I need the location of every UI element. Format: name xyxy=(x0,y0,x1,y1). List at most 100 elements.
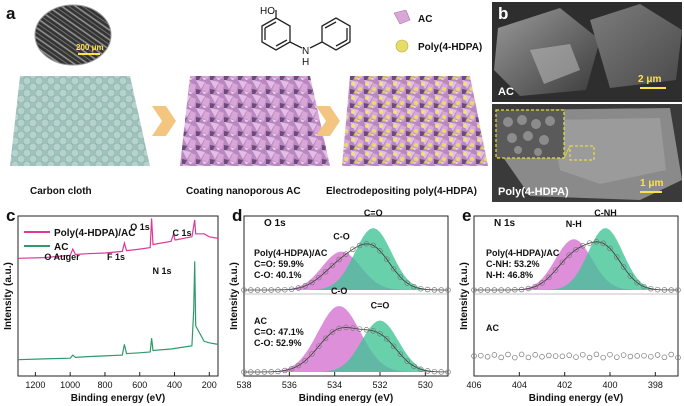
lower-data-point-30 xyxy=(343,324,349,331)
lower-data-point-8 xyxy=(268,369,274,375)
upper-data-point-60 xyxy=(445,287,451,293)
lower-data-point-58 xyxy=(668,351,674,358)
upper-data-point-48 xyxy=(404,280,410,286)
lower-data-point-12 xyxy=(512,354,518,361)
series-line-poly-ac xyxy=(17,218,219,259)
panel-b: b AC 2 μm Poly(4-HDPA) 1 μm xyxy=(490,0,684,204)
upper-data-point-8 xyxy=(498,287,504,293)
sem-bottom-scale: 1 μm xyxy=(640,178,664,189)
lower-data-point-10 xyxy=(505,351,511,358)
upper-text-0: Poly(4-HDPA)/AC xyxy=(486,248,560,258)
peak-annotation-3: F 1s xyxy=(107,252,125,262)
upper-peak-label-0: C-O xyxy=(333,232,350,242)
sem-scale-bar: 200 μm xyxy=(76,43,104,52)
x-tick-label-0: 538 xyxy=(236,380,251,390)
chart-title: N 1s xyxy=(494,218,516,229)
upper-data-point-18 xyxy=(532,283,538,290)
upper-data-point-20 xyxy=(539,280,545,286)
lower-data-point-2 xyxy=(478,352,484,359)
lower-peak-area-1 xyxy=(244,320,448,372)
upper-data-point-40 xyxy=(377,248,383,254)
legend-ac-label: AC xyxy=(418,14,432,25)
caption-carbon-cloth: Carbon cloth xyxy=(30,186,92,197)
lower-data-point-16 xyxy=(525,354,532,361)
upper-data-point-0 xyxy=(471,287,477,293)
lower-data-point-18 xyxy=(302,357,308,364)
sem-top-label: AC xyxy=(498,86,514,98)
ac-coated-tile xyxy=(180,76,330,166)
lower-data-point-32 xyxy=(580,351,586,358)
lower-peak-label-1: C=O xyxy=(371,301,390,311)
chart-title: O 1s xyxy=(264,218,286,229)
lower-data-point-0 xyxy=(241,369,247,375)
upper-data-point-14 xyxy=(288,286,295,292)
lower-data-point-44 xyxy=(390,343,397,350)
plot-frame xyxy=(243,215,449,377)
lower-data-point-20 xyxy=(309,351,315,357)
upper-data-point-34 xyxy=(586,240,593,246)
upper-data-point-16 xyxy=(295,285,302,291)
panel-e-label: e xyxy=(462,206,472,225)
molecule-n: N xyxy=(302,46,309,57)
x-tick-label-1: 404 xyxy=(512,380,527,390)
x-tick-label-1: 536 xyxy=(282,380,297,390)
peak-annotation-2: O Auger xyxy=(44,252,80,262)
upper-data-point-6 xyxy=(491,287,498,293)
lower-data-point-14 xyxy=(518,351,525,358)
upper-data-point-28 xyxy=(336,256,342,263)
lower-data-point-30 xyxy=(573,354,579,360)
upper-data-point-32 xyxy=(580,243,586,249)
lower-data-point-60 xyxy=(445,369,451,375)
peak-annotation-0: O 1s xyxy=(130,222,150,232)
lower-data-point-0 xyxy=(471,353,477,359)
upper-data-point-26 xyxy=(559,259,566,265)
upper-text-2: C-O: 40.1% xyxy=(254,270,302,280)
x-tick-label-4: 400 xyxy=(167,380,182,390)
upper-data-point-44 xyxy=(620,264,627,270)
upper-data-point-54 xyxy=(424,286,431,293)
lower-data-point-38 xyxy=(370,328,376,334)
upper-data-point-34 xyxy=(356,242,363,249)
upper-envelope xyxy=(244,243,448,291)
x-tick-label-0: 406 xyxy=(466,380,481,390)
lower-data-point-26 xyxy=(329,329,336,335)
lower-data-point-42 xyxy=(614,354,620,360)
lower-data-point-20 xyxy=(539,354,545,360)
upper-peak-label-1: C=O xyxy=(364,208,383,218)
upper-peak-label-1: C-NH xyxy=(594,208,617,218)
lower-data-point-36 xyxy=(593,351,600,358)
lower-data-point-24 xyxy=(552,353,559,359)
upper-data-point-28 xyxy=(566,252,572,258)
x-tick-label-4: 398 xyxy=(648,380,663,390)
lower-text-1: C=O: 47.1% xyxy=(254,327,304,337)
lower-data-point-12 xyxy=(282,367,288,374)
upper-data-point-48 xyxy=(634,279,640,286)
upper-data-point-58 xyxy=(668,287,674,293)
upper-data-point-56 xyxy=(661,287,668,293)
upper-data-point-2 xyxy=(478,287,484,293)
lower-data-point-46 xyxy=(627,353,634,360)
lower-data-point-34 xyxy=(356,326,363,332)
poly-legend-swatch xyxy=(395,39,409,53)
lower-data-point-18 xyxy=(532,352,538,358)
upper-data-point-58 xyxy=(438,287,444,293)
panel-a: a 200 μm HO N H xyxy=(0,0,490,204)
upper-data-point-50 xyxy=(411,284,417,290)
arrow-1-icon xyxy=(152,106,176,136)
sem-bottom-label: Poly(4-HDPA) xyxy=(498,186,569,198)
x-tick-label-1: 1000 xyxy=(60,380,80,390)
upper-data-point-30 xyxy=(343,251,349,257)
upper-data-point-50 xyxy=(641,283,647,290)
y-axis-label: Intensity (a.u.) xyxy=(3,262,14,330)
lower-data-point-44 xyxy=(620,352,627,358)
lower-peak-label-0: C-O xyxy=(331,286,348,296)
lower-data-point-54 xyxy=(424,368,431,374)
x-tick-label-4: 530 xyxy=(418,380,433,390)
sem-top-scale: 2 μm xyxy=(638,74,662,85)
x-axis-label: Binding energy (eV) xyxy=(71,393,165,404)
lower-data-point-46 xyxy=(397,351,404,357)
upper-data-point-10 xyxy=(505,287,511,293)
upper-data-point-38 xyxy=(600,240,606,247)
panel-b-label: b xyxy=(498,4,509,23)
peak-annotation-1: C 1s xyxy=(172,228,191,238)
